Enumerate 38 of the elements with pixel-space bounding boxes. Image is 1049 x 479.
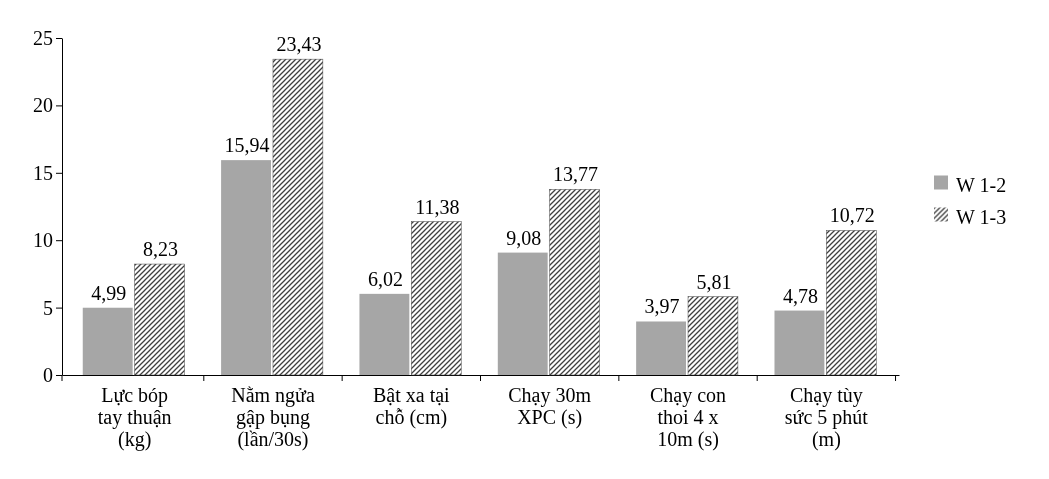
x-tick-label: Chạy con thoi 4 x 10m (s) xyxy=(649,384,727,451)
data-label: 11,38 xyxy=(415,195,460,218)
bar xyxy=(774,310,825,375)
y-tick-label: 5 xyxy=(43,296,53,319)
x-tick-label: Bật xa tại chỗ (cm) xyxy=(373,384,451,429)
data-label: 15,94 xyxy=(224,134,270,157)
data-label: 4,78 xyxy=(782,284,818,307)
y-tick-label: 20 xyxy=(33,94,53,117)
x-tick-label: Chạy tùy sức 5 phút (m) xyxy=(784,384,869,451)
bar xyxy=(272,58,324,376)
bar xyxy=(826,230,877,376)
bar xyxy=(82,307,133,375)
y-tick-label: 15 xyxy=(33,161,53,184)
data-label: 9,08 xyxy=(506,226,542,249)
bar xyxy=(221,160,271,375)
legend-label: W 1-3 xyxy=(956,205,1007,228)
x-tick-label: Nằm ngửa gập bụng (lần/30s) xyxy=(231,384,315,451)
bar xyxy=(134,263,185,376)
data-label: 23,43 xyxy=(276,33,322,56)
x-tick-label: Lực bóp tay thuận (kg) xyxy=(97,384,172,451)
x-tick-label: Chạy 30m XPC (s) xyxy=(508,384,592,429)
bar xyxy=(411,221,462,376)
bar xyxy=(687,296,739,376)
y-tick-label: 25 xyxy=(33,26,53,49)
data-label: 3,97 xyxy=(644,295,680,318)
bar xyxy=(359,293,410,375)
bar xyxy=(497,252,548,375)
y-tick-label: 0 xyxy=(43,363,53,386)
data-label: 4,99 xyxy=(91,281,127,304)
data-label: 5,81 xyxy=(696,270,732,293)
data-label: 8,23 xyxy=(143,238,179,261)
data-label: 13,77 xyxy=(553,163,599,186)
data-label: 6,02 xyxy=(367,267,403,290)
data-label: 10,72 xyxy=(829,204,875,227)
bar xyxy=(549,189,600,376)
legend-label: W 1-2 xyxy=(956,173,1007,196)
bar xyxy=(636,321,687,375)
y-tick-label: 10 xyxy=(33,229,53,252)
